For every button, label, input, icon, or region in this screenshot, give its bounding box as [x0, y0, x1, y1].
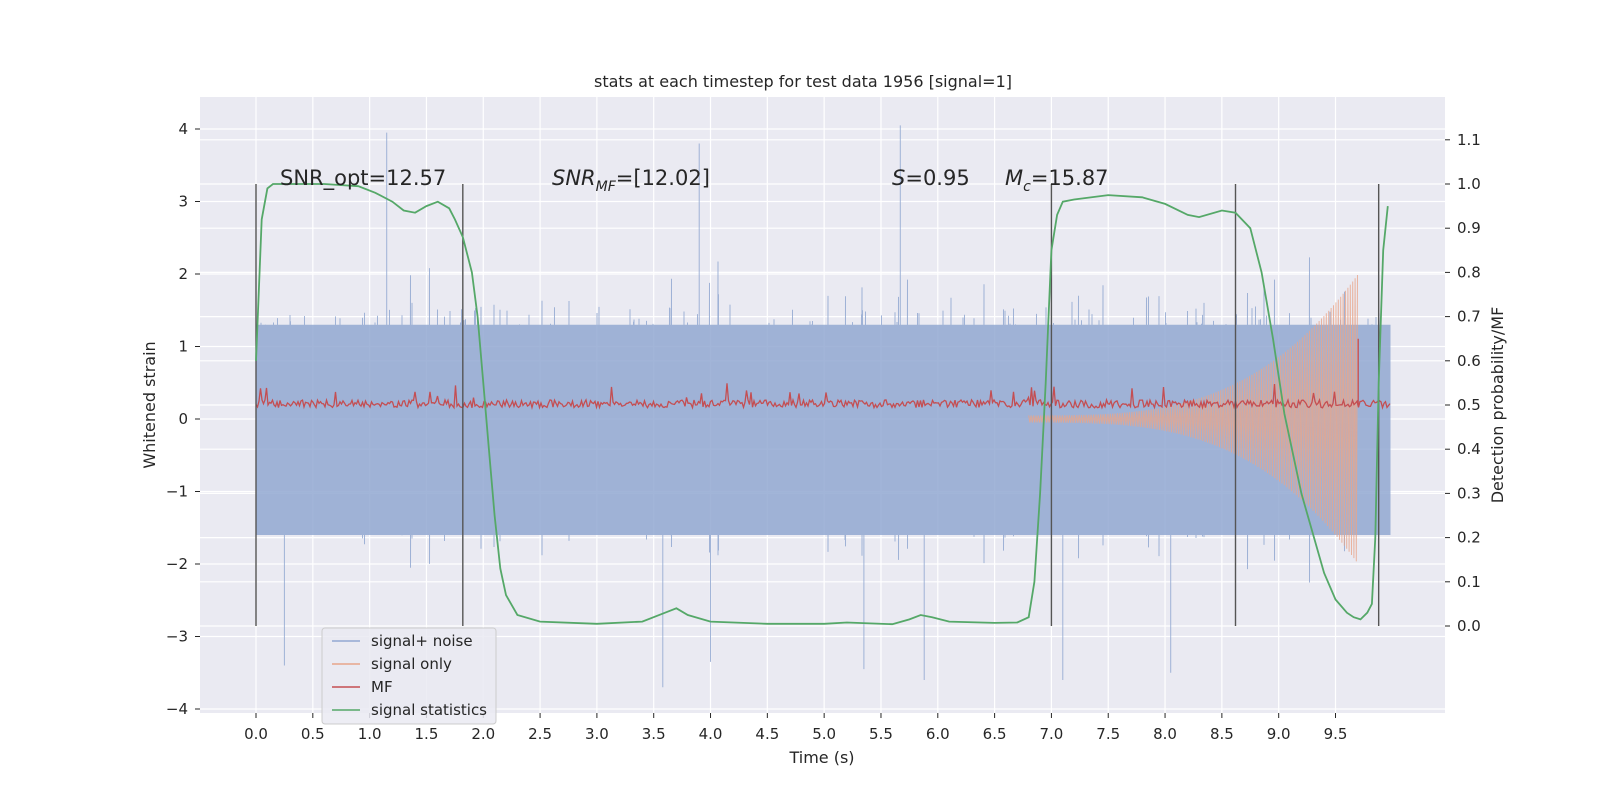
y-right-tick-label: 0.3 [1457, 484, 1481, 502]
annotation-mc: Mc=15.87 [1005, 166, 1109, 195]
legend: signal+ noise signal only MF signal stat… [321, 627, 497, 725]
y-right-tick-label: 0.7 [1457, 308, 1481, 326]
x-tick-label: 8.0 [1153, 725, 1177, 743]
annotation-snr-mf: SNRMF=[12.02] [552, 166, 710, 195]
y-tick-label: −1 [166, 483, 188, 501]
y-right-tick-label: 0.1 [1457, 573, 1481, 591]
y-tick-label: 4 [178, 120, 188, 138]
series-signal-statistics-line [255, 183, 1389, 626]
y-axis-label: Whitened strain [140, 341, 159, 468]
annotation-snr-mf-value: =[12.02] [616, 166, 710, 190]
y-tick-label: 3 [178, 193, 188, 211]
x-tick-label: 4.5 [755, 725, 779, 743]
annotation-s: S=0.95 [892, 166, 970, 190]
series-signal-plus-noise-line [255, 125, 1391, 688]
x-tick-label: 2.0 [471, 725, 495, 743]
y-right-tick-label: 1.0 [1457, 175, 1481, 193]
annotation-s-value: =0.95 [905, 166, 969, 190]
x-axis-label: Time (s) [788, 748, 854, 767]
x-tick-label: 9.5 [1324, 725, 1348, 743]
x-tick-label: 5.5 [869, 725, 893, 743]
annotation-mc-value: =15.87 [1031, 166, 1109, 190]
x-tick-label: 3.5 [642, 725, 666, 743]
x-tick-label: 0.0 [244, 725, 268, 743]
y-tick-label: −2 [166, 555, 188, 573]
x-tick-label: 5.0 [812, 725, 836, 743]
y-axis-ticks: 4 3 2 1 0 −1 −2 −3 −4 [166, 120, 200, 718]
x-tick-label: 0.5 [301, 725, 325, 743]
y-tick-label: −3 [166, 628, 188, 646]
x-tick-label: 8.5 [1210, 725, 1234, 743]
x-tick-label: 9.0 [1267, 725, 1291, 743]
x-tick-label: 2.5 [528, 725, 552, 743]
legend-label-mf: MF [371, 678, 393, 696]
x-tick-label: 1.5 [415, 725, 439, 743]
y-tick-label: −4 [166, 700, 188, 718]
annotation-snr-opt: SNR_opt=12.57 [280, 166, 446, 191]
x-tick-label: 1.0 [358, 725, 382, 743]
x-tick-label: 3.0 [585, 725, 609, 743]
y-right-tick-label: 1.1 [1457, 131, 1481, 149]
y-right-tick-label: 0.8 [1457, 263, 1481, 281]
y-tick-label: 0 [178, 410, 188, 428]
x-tick-label: 7.0 [1039, 725, 1063, 743]
y-right-axis-ticks: 1.1 1.0 0.9 0.8 0.7 0.6 0.5 0.4 0.3 0.2 0.1 0.0 [1445, 131, 1481, 635]
y-right-tick-label: 0.5 [1457, 396, 1481, 414]
x-tick-label: 7.5 [1096, 725, 1120, 743]
y-right-tick-label: 0.0 [1457, 617, 1481, 635]
annotation-mc-subscript: c [1023, 179, 1031, 195]
annotation-mc-symbol: M [1005, 166, 1023, 190]
y-right-tick-label: 0.9 [1457, 219, 1481, 237]
y-right-tick-label: 0.4 [1457, 440, 1481, 458]
y-right-axis-label: Detection probability/MF [1488, 307, 1507, 504]
y-right-tick-label: 0.2 [1457, 529, 1481, 547]
y-tick-label: 1 [178, 338, 188, 356]
legend-label-signal-only: signal only [371, 655, 452, 673]
chart-title: stats at each timestep for test data 195… [594, 72, 1012, 91]
y-tick-label: 2 [178, 265, 188, 283]
y-right-tick-label: 0.6 [1457, 352, 1481, 370]
series-mf-line [255, 338, 1391, 411]
legend-label-signal-plus-noise: signal+ noise [371, 632, 473, 650]
x-tick-label: 6.0 [926, 725, 950, 743]
annotation-snr-mf-symbol: SNR [552, 166, 596, 190]
x-tick-label: 4.0 [699, 725, 723, 743]
annotation-snr-mf-subscript: MF [596, 179, 617, 195]
legend-box [321, 627, 497, 725]
legend-label-signal-statistics: signal statistics [371, 701, 487, 719]
x-tick-label: 6.5 [983, 725, 1007, 743]
annotation-s-symbol: S [892, 166, 905, 190]
series-signal-only-line [1028, 274, 1358, 562]
x-axis-ticks: 0.0 0.5 1.0 1.5 2.0 2.5 3.0 3.5 4.0 4.5 5.0 5.5 6.0 6… [244, 713, 1347, 743]
